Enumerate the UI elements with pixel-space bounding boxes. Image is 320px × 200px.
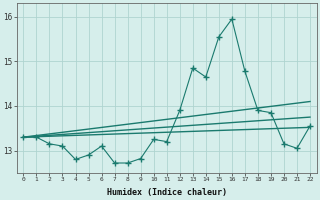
X-axis label: Humidex (Indice chaleur): Humidex (Indice chaleur) <box>107 188 227 197</box>
